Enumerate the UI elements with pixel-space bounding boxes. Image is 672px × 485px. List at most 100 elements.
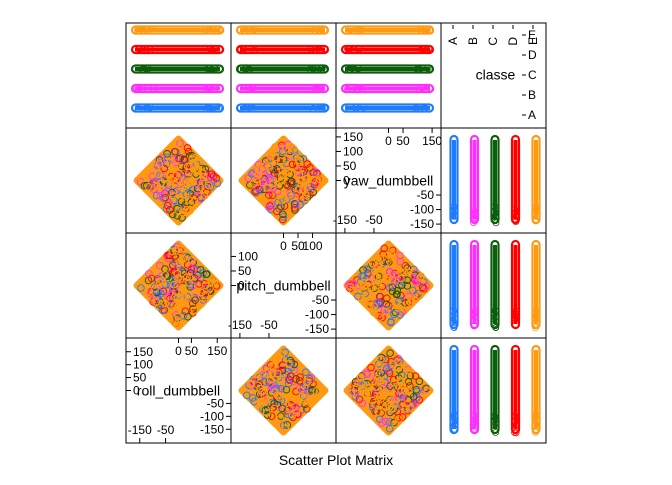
point	[266, 202, 274, 210]
point	[387, 318, 395, 327]
point	[292, 201, 300, 209]
point	[285, 190, 294, 199]
point	[451, 205, 458, 213]
point	[413, 387, 421, 396]
point	[451, 425, 459, 433]
tick-label: C	[486, 37, 500, 46]
point	[370, 302, 378, 311]
point	[189, 305, 197, 313]
point	[367, 363, 375, 372]
point	[306, 163, 314, 172]
panel-frame	[440, 337, 547, 444]
point	[176, 246, 184, 255]
point	[250, 375, 259, 384]
point	[354, 292, 362, 301]
point	[512, 307, 520, 315]
tick-label: -50	[207, 396, 225, 410]
point	[178, 214, 186, 222]
point	[196, 275, 205, 283]
point	[144, 105, 152, 113]
point	[418, 283, 427, 292]
point	[277, 350, 286, 359]
point	[417, 272, 425, 281]
tick-label: 100	[303, 239, 323, 253]
tick-label: -150	[410, 217, 434, 231]
panel-classe-vs-roll_dumbbell	[449, 344, 541, 437]
panel-classe-vs-pitch_dumbbell	[449, 239, 541, 332]
point	[303, 378, 311, 387]
point	[267, 361, 276, 370]
point	[423, 386, 432, 395]
point	[162, 205, 171, 213]
strip-B	[130, 83, 225, 94]
point	[146, 45, 154, 54]
point	[399, 394, 407, 403]
point	[169, 191, 178, 200]
point	[273, 165, 281, 173]
point	[450, 319, 457, 327]
point	[166, 206, 174, 214]
panel-roll_dumbbell-vs-pitch_dumbbell	[133, 240, 224, 331]
point	[279, 215, 287, 224]
point	[271, 153, 280, 162]
point	[179, 191, 188, 199]
strip-A	[449, 344, 459, 435]
point	[306, 65, 315, 74]
point	[247, 85, 255, 93]
tick-label: -50	[417, 188, 435, 202]
point	[182, 252, 190, 261]
point	[197, 299, 206, 308]
tick-label: -150	[305, 322, 329, 336]
point	[398, 413, 407, 421]
point	[180, 179, 189, 188]
strip-C	[490, 344, 500, 435]
panel-pitch_dumbbell-vs-yaw_dumbbell	[238, 135, 329, 226]
strip-E	[531, 134, 541, 225]
point	[388, 283, 397, 291]
point	[401, 386, 409, 395]
point	[471, 423, 479, 431]
point	[270, 404, 279, 413]
point	[405, 387, 413, 396]
point	[415, 377, 424, 386]
point	[203, 105, 211, 113]
point	[492, 213, 499, 221]
point	[265, 203, 273, 212]
point	[302, 174, 311, 183]
point	[209, 172, 218, 181]
point	[158, 271, 166, 280]
point	[341, 45, 349, 53]
point	[185, 162, 194, 171]
point	[352, 104, 360, 112]
point	[252, 175, 261, 184]
point	[363, 265, 372, 273]
point	[393, 286, 402, 295]
point	[170, 148, 179, 156]
point	[321, 105, 329, 113]
point	[145, 269, 153, 278]
point	[375, 363, 384, 372]
point	[283, 155, 292, 163]
point	[322, 104, 330, 112]
point	[492, 323, 500, 331]
point	[391, 420, 400, 429]
point	[531, 322, 539, 330]
point	[512, 413, 519, 420]
point	[396, 268, 405, 277]
point	[242, 64, 250, 72]
point	[422, 85, 430, 93]
point	[490, 418, 498, 426]
point	[176, 139, 184, 148]
point	[470, 411, 478, 419]
point	[269, 403, 278, 411]
point	[424, 64, 432, 72]
point	[381, 400, 389, 409]
strip-E	[531, 239, 541, 330]
point	[490, 320, 498, 328]
point	[172, 171, 181, 180]
point	[389, 360, 398, 368]
tick-label: -100	[200, 409, 224, 423]
point	[172, 311, 180, 319]
point	[287, 397, 296, 406]
point	[208, 46, 216, 54]
